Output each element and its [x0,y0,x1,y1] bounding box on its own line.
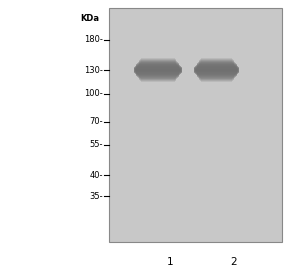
Bar [197,73,236,77]
Bar [109,102,282,109]
Bar [200,59,233,64]
Bar [109,141,282,149]
Bar [109,148,282,156]
Bar [135,67,181,71]
Bar [199,76,234,80]
Bar [200,76,233,81]
Bar [136,72,179,76]
Bar [109,94,282,102]
Bar [109,188,282,195]
Bar [135,70,181,74]
Bar [109,133,282,141]
Bar [141,58,175,63]
Bar [194,67,239,72]
Bar [109,47,282,55]
Text: 180-: 180- [84,35,103,44]
Bar [134,67,182,72]
Bar [109,16,282,24]
Bar [199,60,234,65]
Text: KDa: KDa [80,14,99,23]
Bar [109,226,282,234]
Bar [109,109,282,117]
Bar [140,76,175,81]
Text: 130-: 130- [84,66,103,75]
Bar [199,75,234,79]
Bar [109,55,282,63]
Bar [195,70,238,74]
Bar [109,8,282,16]
Bar [109,117,282,125]
Bar [109,78,282,86]
Text: 55-: 55- [90,141,103,150]
Bar [136,70,180,75]
Bar [137,73,179,77]
Bar [139,75,177,79]
Bar [138,62,178,67]
Bar [196,70,237,75]
Text: 70-: 70- [90,117,103,126]
Bar [139,60,176,65]
Bar [109,219,282,226]
Text: 1: 1 [166,257,173,267]
Bar [198,62,235,67]
Bar [141,78,175,82]
Bar [109,24,282,32]
Bar [201,78,232,82]
Bar [109,164,282,172]
Bar [109,86,282,94]
Text: 100-: 100- [84,89,103,98]
Bar [137,63,179,68]
Bar [199,61,234,66]
Bar [109,234,282,242]
Text: 40-: 40- [90,171,103,180]
Bar [109,125,282,133]
Bar [109,156,282,164]
Bar [197,64,236,69]
Bar [197,72,236,76]
Bar [109,32,282,39]
Bar [136,65,180,70]
Bar [201,58,232,63]
Bar [136,64,179,69]
Bar [140,59,175,64]
Bar [196,65,237,70]
Bar [109,195,282,203]
Bar [139,76,176,80]
Bar [109,8,282,242]
Bar [109,211,282,219]
Text: 2: 2 [230,257,237,267]
Bar [139,61,177,66]
Bar [198,73,235,78]
Bar [109,172,282,180]
Text: 35-: 35- [90,192,103,201]
Bar [109,203,282,211]
Bar [109,39,282,47]
Bar [109,180,282,188]
Bar [138,73,178,78]
Bar [134,68,182,73]
Bar [194,68,239,73]
Bar [195,67,238,71]
Bar [109,71,282,78]
Bar [197,63,236,68]
Bar [109,63,282,71]
